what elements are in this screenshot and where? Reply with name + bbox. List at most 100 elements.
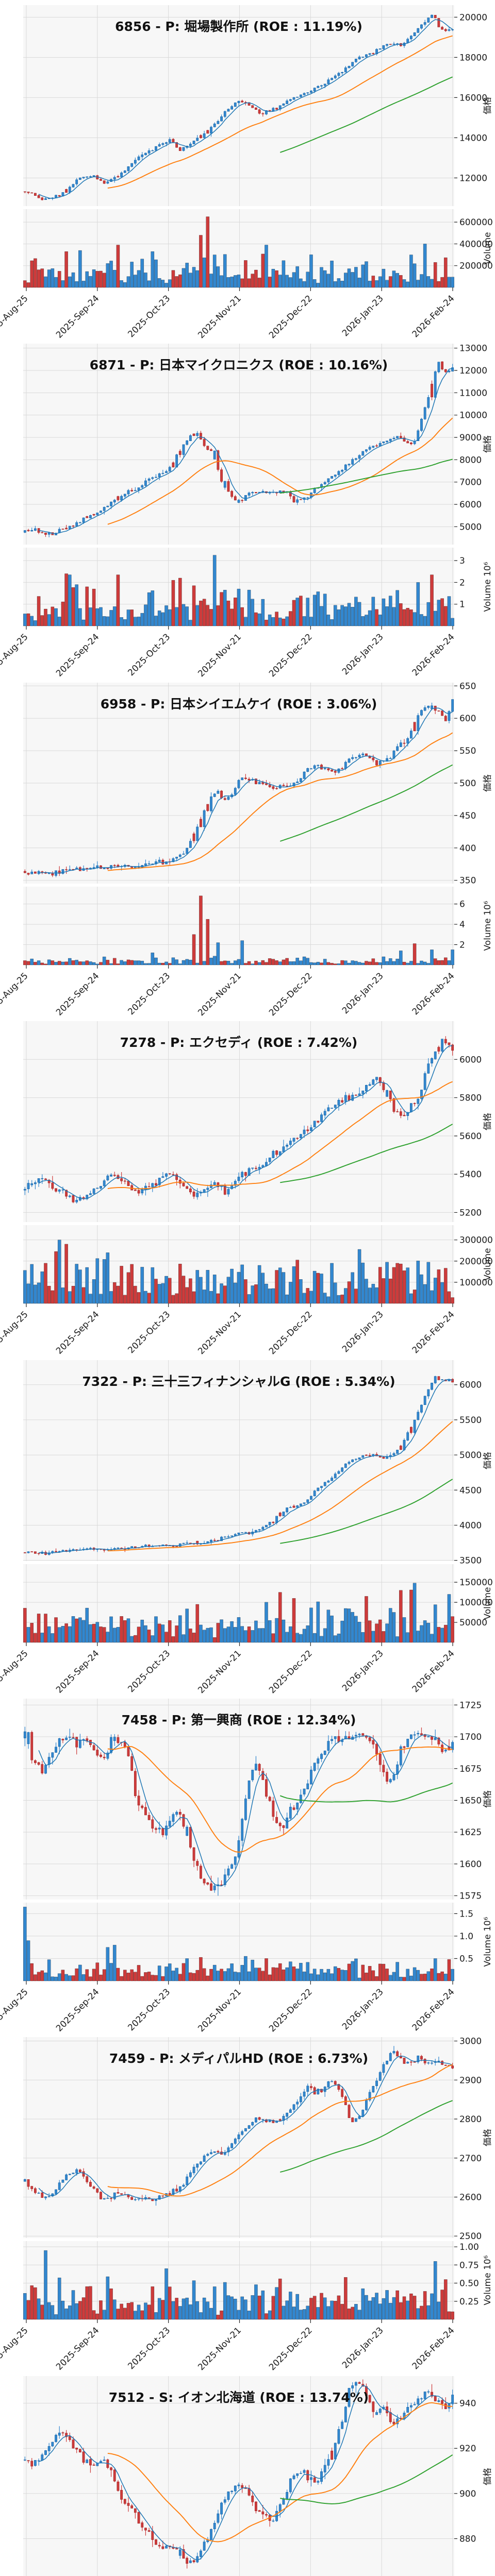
volume-tick-label: 1.0 — [459, 1931, 473, 1942]
volume-down-bars — [26, 2277, 454, 2320]
ma-mid-line — [107, 418, 453, 525]
date-tick-label: 2025-Aug-25 — [0, 1310, 30, 1355]
volume-down-bars — [23, 216, 448, 288]
price-tick-label: 2700 — [459, 2154, 482, 2164]
ma-short-line — [38, 2056, 453, 2200]
volume-bars — [23, 555, 454, 626]
date-tick-label: 2025-Nov-21 — [196, 2326, 243, 2371]
axis-tick-labels: 8809009209402000004000006000008000002025… — [459, 2398, 476, 2544]
price-tick-label: 4500 — [459, 1485, 482, 1496]
ma-short-line — [38, 1734, 453, 1887]
price-tick-label: 14000 — [459, 133, 487, 143]
date-tick-label: 2026-Feb-24 — [410, 1310, 457, 1355]
date-tick-label: 2025-Dec-22 — [267, 971, 315, 1016]
axis-tick-marks — [26, 1704, 457, 1985]
date-tick-label: 2026-Feb-24 — [410, 1987, 457, 2032]
axis-tick-marks — [26, 2041, 457, 2324]
price-tick-label: 1600 — [459, 1859, 482, 1870]
axis-tick-marks — [454, 2402, 457, 2539]
volume-tick-label: 0.50 — [459, 2279, 479, 2289]
axis-tick-marks — [26, 1384, 457, 1646]
volume-tick-label: 0.5 — [459, 1954, 473, 1964]
price-tick-label: 18000 — [459, 53, 487, 63]
price-tick-label: 6000 — [459, 500, 482, 510]
chart-title: 7322 - P: 三十三フィナンシャルG (ROE : 5.34%) — [82, 1374, 395, 1389]
price-tick-label: 550 — [459, 746, 476, 756]
date-tick-label: 2025-Nov-21 — [196, 1648, 243, 1693]
candlestick-volume-svg-6856: 12000 14000 16000 18000 20000 200000 400000 600… — [0, 5, 493, 338]
stock-chart-7459: 2500 2600 2700 2800 2900 3000 0.25 0.50 0.75 1.00… — [0, 2032, 495, 2371]
volume-up-bars — [23, 555, 454, 626]
price-tick-label: 16000 — [459, 93, 487, 103]
candlestick-volume-svg-7278: 5200 5400 5600 5800 6000 100000 200000 300000 20… — [0, 1021, 493, 1355]
date-tick-label: 2025-Nov-21 — [196, 632, 243, 677]
volume-up-bars — [23, 2250, 441, 2320]
price-tick-label: 450 — [459, 811, 476, 821]
price-tick-label: 1575 — [459, 1891, 482, 1902]
volume-tick-label: 100000 — [459, 1598, 493, 1608]
volume-tick-label: 200000 — [459, 261, 493, 272]
price-tick-label: 500 — [459, 778, 476, 789]
volume-axis-label: Volume 10⁶ — [483, 2256, 493, 2306]
price-tick-label: 12000 — [459, 366, 487, 376]
volume-tick-label: 3 — [459, 556, 465, 567]
chart-title: 7512 - S: イオン北海道 (ROE : 13.74%) — [109, 2390, 369, 2405]
price-tick-label: 6000 — [459, 1380, 482, 1390]
date-tick-label: 2025-Nov-21 — [196, 1987, 243, 2032]
stock-chart-7458: 1575 1600 1625 1650 1675 1700 1725 0.5 1.0 1.5 202… — [0, 1693, 495, 2032]
moving-average-lines — [38, 19, 453, 199]
price-tick-label: 940 — [459, 2398, 476, 2409]
price-panel-background — [23, 1698, 454, 1900]
date-tick-label: 2026-Jan-23 — [340, 632, 386, 677]
volume-axis-label: Volume 10⁶ — [483, 1917, 493, 1967]
date-tick-label: 2026-Jan-23 — [340, 293, 386, 338]
stock-chart-7322: 3500 4000 4500 5000 5500 6000 50000 100000 15000… — [0, 1355, 495, 1693]
date-tick-label: 2025-Dec-22 — [267, 2326, 315, 2371]
price-tick-label: 1675 — [459, 1764, 482, 1774]
date-tick-label: 2025-Sep-24 — [54, 971, 101, 1016]
price-axis-label: 価格 — [483, 774, 493, 792]
volume-tick-label: 1 — [459, 600, 465, 610]
volume-tick-label: 50000 — [459, 1618, 487, 1628]
ma-mid-line — [107, 1745, 453, 1853]
price-tick-label: 5800 — [459, 1093, 482, 1104]
price-tick-label: 5600 — [459, 1131, 482, 1142]
moving-average-lines — [38, 2384, 453, 2561]
volume-up-bars — [30, 940, 454, 965]
date-tick-label: 2025-Sep-24 — [54, 1648, 101, 1693]
moving-average-lines — [38, 1045, 453, 1199]
volume-tick-label: 200000 — [459, 1257, 493, 1267]
date-tick-label: 2025-Aug-25 — [0, 632, 30, 677]
volume-up-bars — [26, 1583, 451, 1642]
price-axis-label: 価格 — [483, 435, 493, 453]
volume-bars — [23, 1583, 454, 1642]
price-tick-label: 7000 — [459, 478, 482, 488]
ma-mid-line — [107, 732, 453, 871]
grid-lines — [23, 5, 454, 287]
ma-long-line — [280, 2454, 453, 2504]
volume-up-bars — [23, 1907, 454, 1981]
ma-mid-line — [107, 35, 453, 189]
date-tick-label: 2026-Feb-24 — [410, 971, 457, 1016]
volume-tick-label: 6 — [459, 899, 465, 909]
ma-short-line — [39, 1378, 453, 1554]
date-tick-label: 2025-Sep-24 — [54, 2326, 101, 2371]
candles — [23, 2379, 454, 2569]
price-tick-label: 400 — [459, 843, 476, 854]
volume-down-bars — [44, 1244, 454, 1304]
volume-bars — [23, 216, 454, 288]
candles — [23, 2046, 454, 2206]
ma-short-line — [38, 2384, 453, 2561]
grid-lines — [23, 2037, 454, 2320]
price-panel-background — [23, 1021, 454, 1223]
date-tick-label: 2026-Jan-23 — [340, 1987, 386, 2032]
price-tick-label: 1650 — [459, 1795, 482, 1806]
date-tick-label: 2026-Feb-24 — [410, 2326, 457, 2371]
volume-panel-background — [23, 886, 454, 965]
chart-title: 7459 - P: メディパルHD (ROE : 6.73%) — [109, 2051, 368, 2066]
price-tick-label: 920 — [459, 2444, 476, 2454]
volume-tick-label: 4 — [459, 920, 465, 930]
chart-title: 7458 - P: 第一興商 (ROE : 12.34%) — [122, 1713, 356, 1727]
price-tick-label: 650 — [459, 681, 476, 691]
price-tick-label: 1725 — [459, 1700, 482, 1710]
